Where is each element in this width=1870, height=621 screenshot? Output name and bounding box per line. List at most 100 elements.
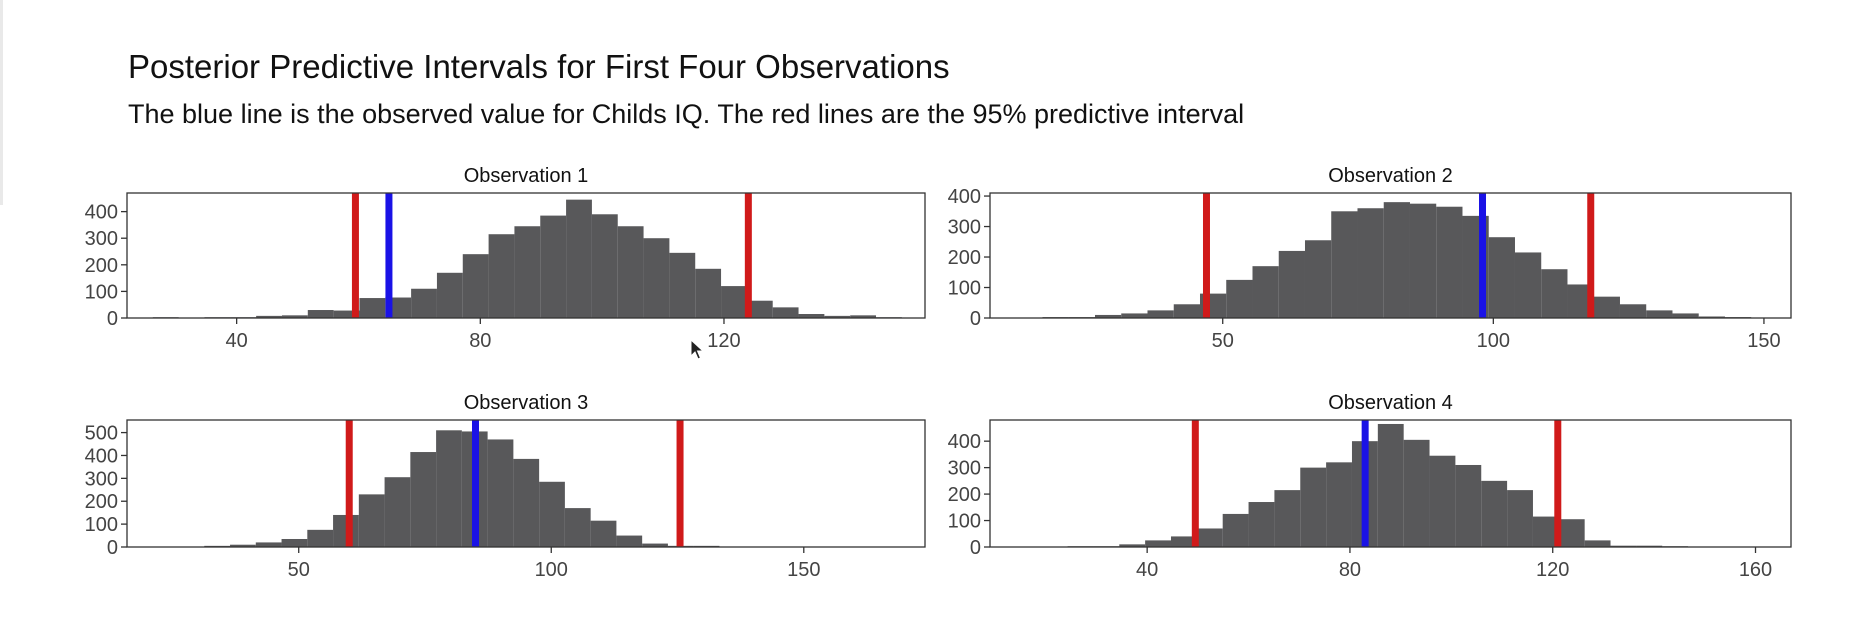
histogram-bar xyxy=(1481,480,1508,547)
histogram-bar xyxy=(1147,310,1174,318)
y-tick-label: 100 xyxy=(85,281,118,303)
y-tick-label: 500 xyxy=(85,423,118,445)
histogram-bar xyxy=(1300,467,1327,547)
y-tick-label: 200 xyxy=(948,247,981,269)
histogram-bar xyxy=(539,481,565,547)
y-tick-label: 200 xyxy=(948,484,981,506)
histogram-bar xyxy=(1436,206,1463,318)
histogram-bar xyxy=(772,307,799,318)
histogram-bar xyxy=(384,477,411,547)
histogram-bar xyxy=(436,430,462,547)
histogram-bar xyxy=(462,254,489,318)
histogram-bar xyxy=(1331,211,1358,318)
histogram-bar xyxy=(1488,237,1515,318)
histogram-bar xyxy=(230,544,256,547)
histogram-bar xyxy=(256,315,282,318)
panel-title: Observation 3 xyxy=(464,392,589,414)
chart-subtitle: The blue line is the observed value for … xyxy=(128,99,1245,129)
histogram-bar xyxy=(1121,313,1148,318)
histogram-bar xyxy=(513,458,540,547)
histogram-bar xyxy=(1514,252,1542,318)
histogram-bar xyxy=(1455,464,1482,547)
histogram-bar xyxy=(487,439,514,547)
x-tick-label: 150 xyxy=(1747,330,1780,352)
y-tick-label: 0 xyxy=(970,308,981,330)
histogram-bar xyxy=(281,315,308,318)
histogram-bar xyxy=(1383,202,1410,318)
y-tick-label: 200 xyxy=(85,255,118,277)
x-tick-label: 160 xyxy=(1739,559,1772,581)
y-tick-label: 400 xyxy=(948,186,981,208)
histogram-bar xyxy=(359,298,386,318)
histogram-bar xyxy=(1672,313,1699,318)
histogram-bar xyxy=(1173,304,1200,318)
histogram-bar xyxy=(669,252,696,318)
y-tick-label: 0 xyxy=(107,537,118,559)
histogram-bar xyxy=(307,310,334,318)
x-tick-label: 100 xyxy=(535,559,568,581)
histogram-bar xyxy=(1119,544,1146,547)
histogram-bar xyxy=(617,226,644,318)
histogram-bar xyxy=(642,543,668,547)
histogram-bar xyxy=(1619,304,1647,318)
histogram-bar xyxy=(798,314,825,318)
y-tick-label: 0 xyxy=(970,537,981,559)
histogram-bar xyxy=(1584,540,1611,547)
histogram-bar xyxy=(1145,540,1171,547)
histogram-bar xyxy=(1222,513,1249,547)
histogram-panel-1: Observation 1 40 80 120 0 100 200 300 400 xyxy=(85,165,926,352)
x-tick-label: 50 xyxy=(288,559,310,581)
histogram-bar xyxy=(488,234,515,318)
histogram-bar xyxy=(1196,528,1223,547)
x-tick-label: 120 xyxy=(707,330,740,352)
histogram-bar xyxy=(281,538,308,547)
histogram-bar xyxy=(1646,310,1673,318)
histogram-panel-4: Observation 4 40 80 120 160 0 100 200 300 400 xyxy=(948,392,1792,581)
histogram-bar xyxy=(1403,439,1430,547)
chart-title: Posterior Predictive Intervals for First… xyxy=(128,48,950,85)
x-tick-label: 120 xyxy=(1536,559,1569,581)
histogram-bar xyxy=(695,268,722,318)
y-tick-label: 300 xyxy=(948,217,981,239)
y-tick-label: 100 xyxy=(948,278,981,300)
x-tick-label: 50 xyxy=(1212,330,1234,352)
histogram-bar xyxy=(255,542,282,547)
histogram-bar xyxy=(1541,269,1568,318)
histogram-bar xyxy=(1326,462,1352,547)
histogram-bar xyxy=(1593,296,1620,318)
x-tick-label: 100 xyxy=(1477,330,1510,352)
y-tick-label: 400 xyxy=(85,202,118,224)
histogram-bar xyxy=(591,214,618,318)
panel-title: Observation 2 xyxy=(1328,165,1453,187)
histogram-bar xyxy=(643,238,670,318)
histogram-bar xyxy=(1409,203,1437,318)
histogram-panel-2: Observation 2 50 100 150 0 100 200 300 400 xyxy=(948,165,1792,352)
histogram-bar xyxy=(1429,455,1456,547)
y-tick-label: 0 xyxy=(107,308,118,330)
panel-title: Observation 1 xyxy=(464,165,589,187)
panel-border xyxy=(126,419,926,548)
histogram-bar xyxy=(307,529,334,547)
y-tick-label: 300 xyxy=(85,228,118,250)
histogram-bar xyxy=(514,226,541,318)
histogram-bar xyxy=(1610,545,1637,547)
histogram-bar xyxy=(1377,423,1404,547)
histogram-bar xyxy=(564,508,591,547)
histogram-bar xyxy=(746,300,773,318)
y-tick-label: 400 xyxy=(948,431,981,453)
y-tick-label: 300 xyxy=(948,458,981,480)
y-tick-label: 400 xyxy=(85,445,118,467)
histogram-bar xyxy=(1248,502,1275,547)
panel-border xyxy=(126,192,926,319)
histogram-bar xyxy=(616,535,643,547)
histogram-bar xyxy=(1636,545,1663,547)
histogram-bar xyxy=(1252,266,1279,318)
y-tick-label: 300 xyxy=(85,468,118,490)
histogram-bar xyxy=(1170,536,1197,547)
x-tick-label: 80 xyxy=(1339,559,1361,581)
histogram-bar xyxy=(1094,314,1122,318)
histogram-bar xyxy=(850,315,877,318)
panel-title: Observation 4 xyxy=(1328,392,1453,414)
histogram-bar xyxy=(1278,250,1305,318)
